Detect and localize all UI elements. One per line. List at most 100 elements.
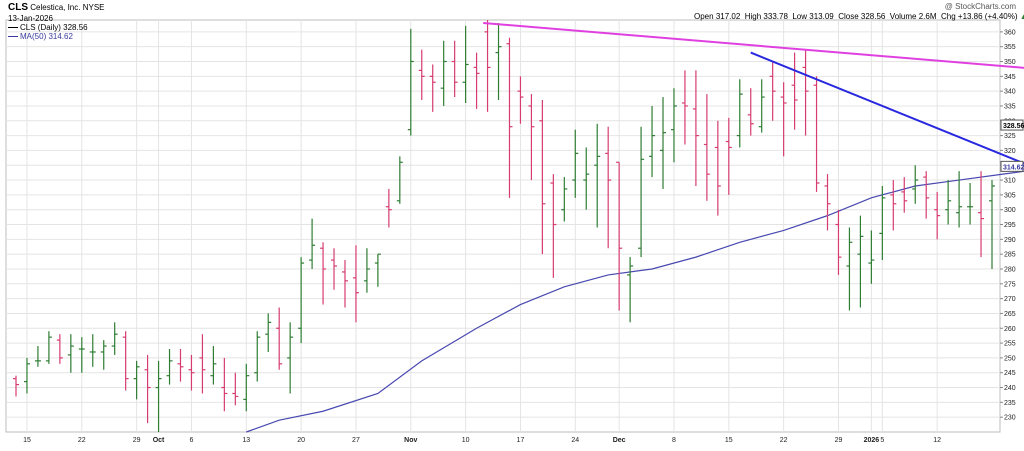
copyright: @ StockCharts.com bbox=[944, 2, 1016, 11]
ohlc-bar bbox=[298, 257, 305, 344]
ohlc-bar bbox=[78, 337, 85, 373]
ohlc-bar bbox=[627, 257, 634, 323]
ohlc-bar bbox=[243, 363, 250, 412]
high-label: High bbox=[744, 12, 762, 21]
y-tick-label: 245 bbox=[1004, 370, 1016, 377]
ohlc-bar bbox=[89, 334, 96, 367]
x-tick-label: 20 bbox=[297, 437, 305, 444]
ohlc-bar bbox=[945, 180, 952, 225]
ohlc-bar bbox=[45, 331, 52, 364]
ohlc-bar bbox=[440, 40, 447, 106]
x-tick-label: 6 bbox=[190, 437, 194, 444]
ohlc-bar bbox=[780, 82, 787, 157]
y-tick-label: 280 bbox=[1004, 266, 1016, 273]
trendlines bbox=[483, 21, 1024, 165]
ohlc-bar bbox=[331, 248, 338, 290]
last-price-badge: 328.56 bbox=[1003, 123, 1024, 130]
ohlc-bar bbox=[583, 147, 590, 210]
ohlc-bar bbox=[473, 52, 480, 109]
ohlc-bar bbox=[638, 126, 645, 258]
ohlc-bar bbox=[177, 349, 184, 382]
x-axis: 15 22 29 Oct 6 13 20 27 Nov 10 17 24 Dec 8 15 22 29 2026 5… bbox=[23, 437, 941, 444]
legend-price: CLS (Daily) 328.56 bbox=[8, 23, 88, 32]
ohlc-bar bbox=[890, 180, 897, 231]
ohlc-bar bbox=[736, 79, 743, 148]
ohlc-bar bbox=[813, 76, 820, 192]
y-tick-label: 345 bbox=[1004, 74, 1016, 81]
y-tick-label: 305 bbox=[1004, 192, 1016, 199]
ohlc-bar bbox=[934, 191, 941, 240]
quote-strip: Open 317.02 High 333.78 Low 313.09 Close… bbox=[694, 12, 1024, 21]
x-tick-label: 10 bbox=[462, 437, 470, 444]
ohlc-bar bbox=[484, 20, 491, 112]
y-tick-label: 285 bbox=[1004, 252, 1016, 259]
ohlc-bar bbox=[34, 346, 41, 367]
ohlc-bar bbox=[352, 245, 359, 323]
ohlc-bar bbox=[188, 354, 195, 391]
y-tick-label: 360 bbox=[1004, 29, 1016, 36]
ohlc-bar bbox=[451, 40, 458, 98]
ohlc-bar bbox=[67, 334, 74, 373]
ma50-line bbox=[246, 170, 1024, 433]
ohlc-bar bbox=[978, 171, 985, 258]
x-tick-label: 5 bbox=[880, 437, 884, 444]
resistance-trendline bbox=[483, 21, 1024, 69]
ohlc-bar bbox=[594, 123, 601, 228]
y-tick-label: 240 bbox=[1004, 385, 1016, 392]
low-value: 313.09 bbox=[809, 12, 834, 21]
ohlc-bar bbox=[100, 340, 107, 370]
ohlc-bar bbox=[320, 242, 327, 305]
ohlc-bar bbox=[13, 375, 19, 397]
y-tick-label: 255 bbox=[1004, 341, 1016, 348]
exchange-name: NYSE bbox=[82, 3, 105, 12]
y-tick-label: 350 bbox=[1004, 59, 1016, 66]
ohlc-bar bbox=[210, 346, 217, 385]
ohlc-bar bbox=[506, 37, 513, 198]
chart-date: 13-Jan-2026 bbox=[8, 14, 53, 23]
ohlc-bar bbox=[835, 209, 842, 275]
x-tick-label: 27 bbox=[352, 437, 360, 444]
x-tick-label: Oct bbox=[153, 437, 165, 444]
ohlc-bar bbox=[824, 174, 831, 231]
ohlc-bar bbox=[122, 331, 129, 391]
ohlc-bar bbox=[528, 94, 535, 181]
ohlc-bar bbox=[747, 88, 754, 136]
ohlc-bar bbox=[495, 22, 502, 101]
declining-trendline bbox=[750, 51, 1024, 165]
ohlc-bar bbox=[703, 94, 710, 201]
last-price-badge-bg bbox=[1000, 119, 1024, 131]
ohlc-bar bbox=[517, 76, 524, 124]
ohlc-bar bbox=[111, 322, 118, 355]
ohlc-bar bbox=[605, 126, 612, 249]
legend-price-text: CLS (Daily) 328.56 bbox=[20, 23, 88, 32]
ma-value-badge: 314.62 bbox=[1003, 164, 1024, 171]
ohlc-bar bbox=[396, 156, 403, 204]
y-tick-label: 260 bbox=[1004, 326, 1016, 333]
ohlc-bar bbox=[462, 25, 469, 103]
close-value: 328.56 bbox=[860, 12, 886, 21]
x-tick-label: Dec bbox=[613, 437, 626, 444]
up-arrow-icon: ▲ bbox=[1019, 12, 1024, 21]
ohlc-bar bbox=[572, 129, 579, 198]
close-label: Close bbox=[838, 12, 859, 21]
plot-frame bbox=[5, 19, 1001, 433]
chg-label: Chg bbox=[940, 12, 956, 21]
ohlc-bar bbox=[155, 360, 162, 432]
ohlc-bar bbox=[923, 171, 930, 219]
ohlc-bar bbox=[166, 349, 173, 385]
y-tick-label: 265 bbox=[1004, 311, 1016, 318]
y-tick-label: 335 bbox=[1004, 103, 1016, 110]
ohlc-bar bbox=[418, 49, 425, 101]
ma-layer bbox=[246, 170, 1024, 433]
ohlc-bar bbox=[539, 100, 546, 255]
ohlc-bar bbox=[276, 307, 283, 370]
ohlc-bar bbox=[692, 70, 699, 186]
ohlc-bar bbox=[868, 230, 875, 284]
ohlc-bar bbox=[254, 331, 261, 382]
grid-layer bbox=[5, 19, 1001, 433]
legend-ma-swatch bbox=[8, 36, 18, 38]
ohlc-bar bbox=[199, 334, 206, 394]
x-tick-label: 29 bbox=[133, 437, 141, 444]
x-tick-label: 15 bbox=[23, 437, 31, 444]
